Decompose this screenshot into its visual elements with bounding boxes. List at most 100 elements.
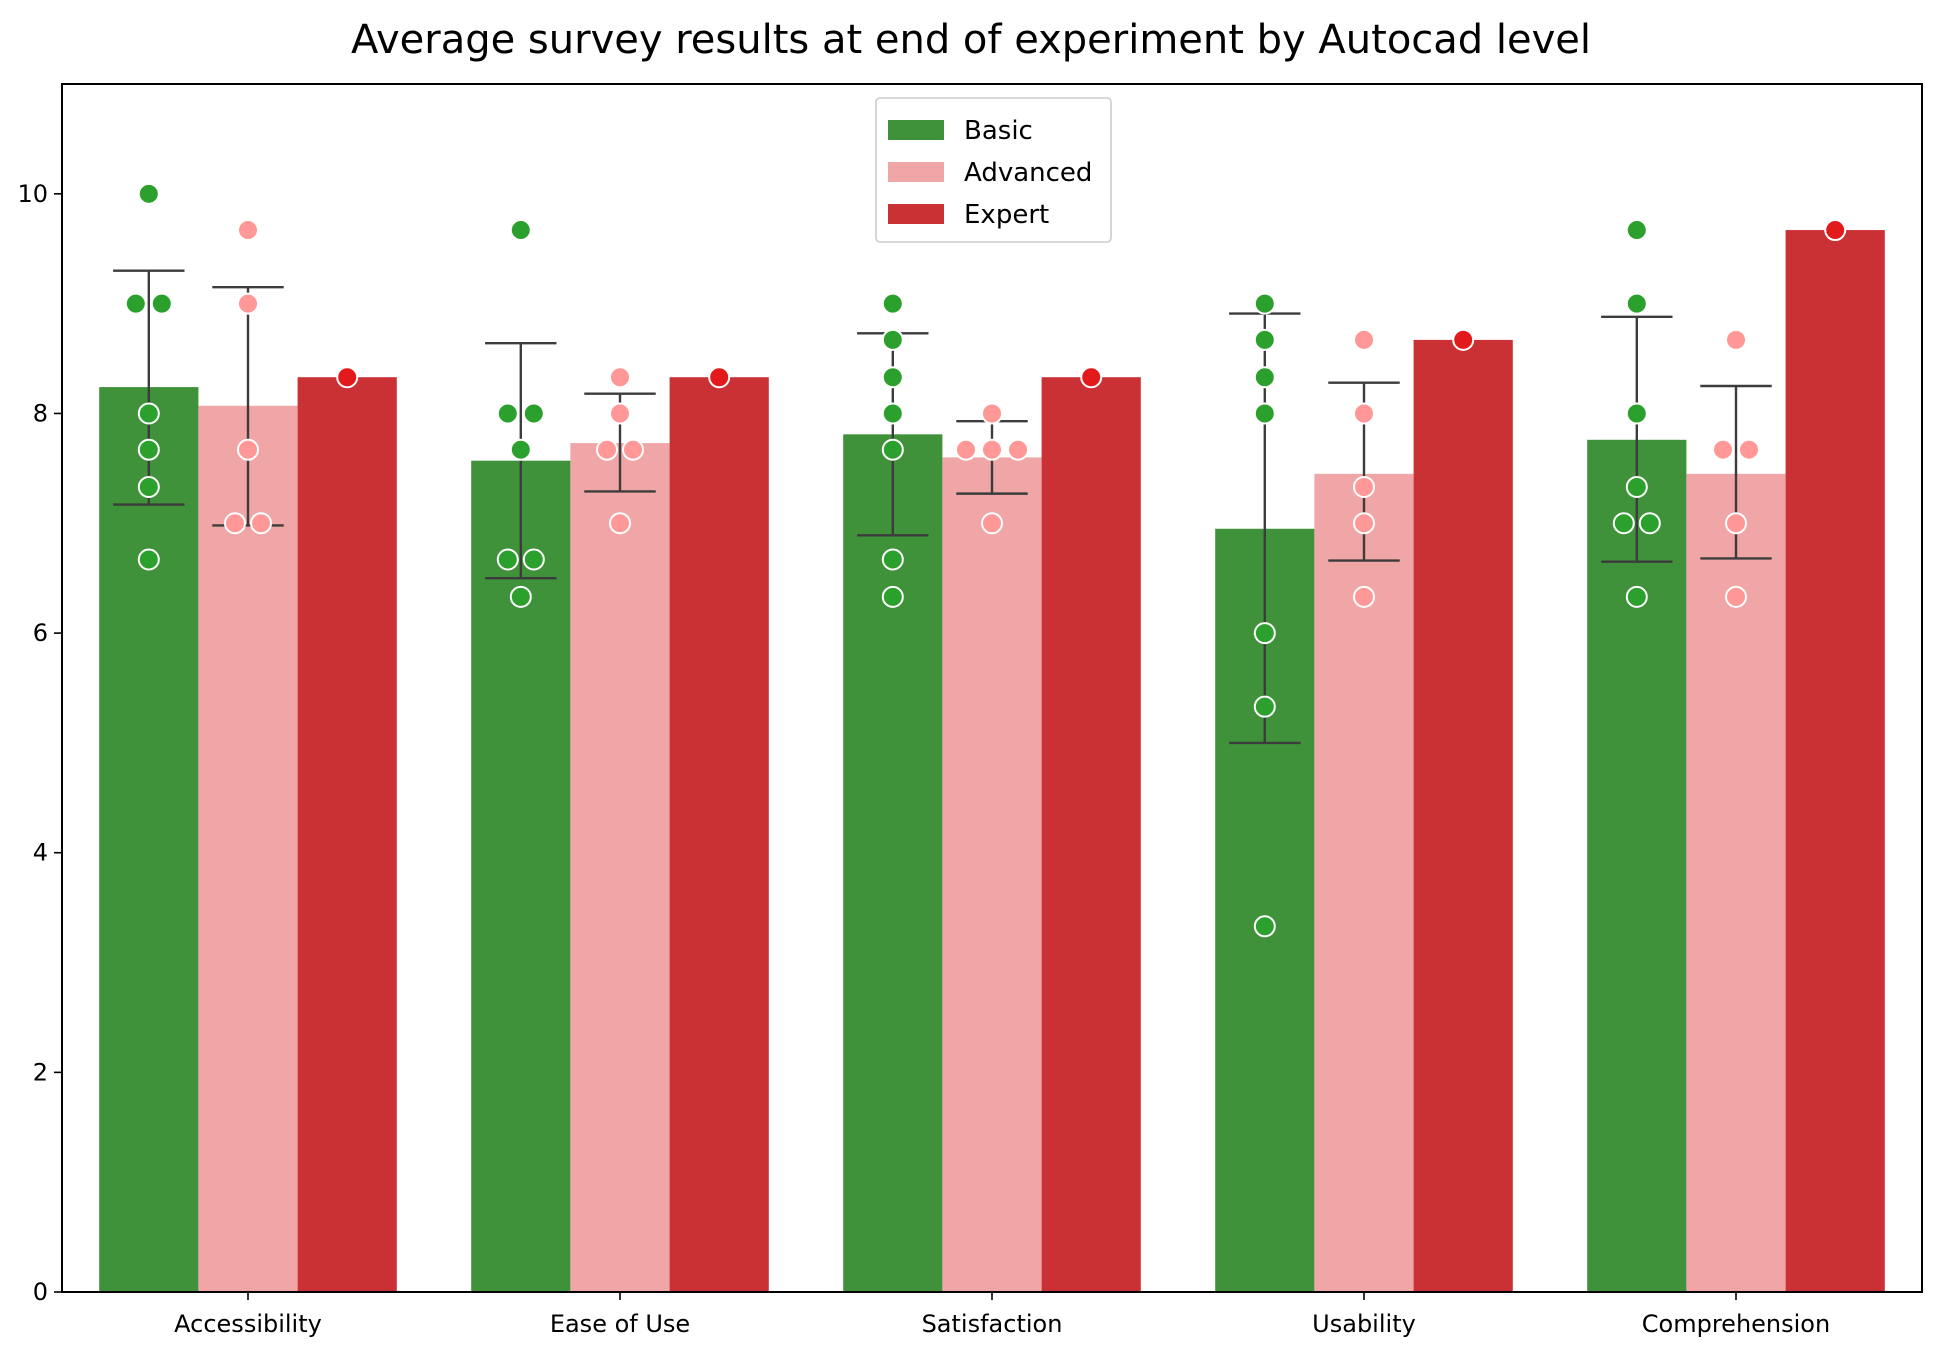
y-tick-label: 0 [33, 1278, 48, 1306]
data-point [881, 292, 904, 315]
bar [843, 434, 943, 1292]
data-point [881, 402, 904, 425]
data-point [496, 402, 519, 425]
data-point [496, 548, 519, 571]
data-point [1353, 476, 1375, 499]
bar [1785, 230, 1885, 1292]
legend-label: Basic [964, 116, 1033, 146]
data-point [881, 438, 904, 461]
data-point [250, 512, 272, 535]
axes-layer: Accessibility Ease of Use Satisfaction Usab… [17, 83, 1923, 1338]
data-point [237, 438, 259, 461]
data-point [1638, 512, 1661, 535]
data-point [137, 438, 160, 461]
data-point [981, 512, 1003, 535]
data-point [150, 292, 173, 315]
data-point [1253, 402, 1276, 425]
legend-label: Expert [964, 200, 1049, 230]
data-point [708, 366, 731, 389]
data-point [1725, 585, 1747, 608]
data-point [237, 292, 259, 315]
data-point [622, 438, 644, 461]
data-point [1824, 219, 1847, 242]
bar [1686, 473, 1786, 1292]
bars-layer [99, 230, 1885, 1293]
data-point [609, 402, 631, 425]
data-point [1625, 476, 1648, 499]
data-point [1625, 585, 1648, 608]
bar [297, 377, 397, 1292]
data-point [137, 476, 160, 499]
x-tick-label: Ease of Use [550, 1310, 690, 1338]
bar [942, 457, 1042, 1292]
data-point [522, 402, 545, 425]
data-point [881, 328, 904, 351]
legend-swatch [888, 204, 944, 224]
data-point [609, 366, 631, 389]
y-tick-label: 8 [33, 399, 48, 427]
bar [1587, 439, 1687, 1292]
data-point [881, 585, 904, 608]
data-point [1080, 366, 1103, 389]
data-point [1253, 622, 1276, 645]
legend-swatch [888, 120, 944, 140]
data-point [881, 548, 904, 571]
data-point [1725, 512, 1747, 535]
chart-title: Average survey results at end of experim… [351, 17, 1591, 63]
x-tick-label: Accessibility [174, 1310, 322, 1338]
data-point [1353, 585, 1375, 608]
data-point [1353, 402, 1375, 425]
data-point [124, 292, 147, 315]
bar [1041, 377, 1141, 1292]
y-tick-label: 4 [33, 839, 48, 867]
data-point [1725, 328, 1747, 351]
data-point [336, 366, 359, 389]
data-point [881, 366, 904, 389]
y-tick-label: 6 [33, 619, 48, 647]
data-point [1253, 915, 1276, 938]
data-point [237, 219, 259, 242]
data-point [1625, 292, 1648, 315]
data-point [509, 438, 532, 461]
y-tick-label: 10 [17, 180, 48, 208]
legend-swatch [888, 162, 944, 182]
data-point [1353, 328, 1375, 351]
data-point [137, 402, 160, 425]
data-point [596, 438, 618, 461]
data-point [1353, 512, 1375, 535]
bar [198, 405, 298, 1292]
data-point [137, 182, 160, 205]
bar [1413, 339, 1513, 1293]
points-layer [124, 182, 1847, 938]
data-point [137, 548, 160, 571]
x-tick-label: Usability [1312, 1310, 1416, 1338]
data-point [1007, 438, 1029, 461]
legend-label: Advanced [964, 158, 1092, 188]
data-point [609, 512, 631, 535]
data-point [981, 402, 1003, 425]
x-tick-label: Comprehension [1642, 1310, 1830, 1338]
data-point [1625, 402, 1648, 425]
y-tick-label: 2 [33, 1058, 48, 1086]
bar [471, 460, 571, 1292]
data-point [1612, 512, 1635, 535]
data-point [1253, 695, 1276, 718]
legend: Basic Advanced Expert [875, 97, 1112, 243]
data-point [1712, 438, 1734, 461]
bar [99, 387, 199, 1293]
data-point [1253, 328, 1276, 351]
data-point [509, 219, 532, 242]
bar [570, 443, 670, 1292]
data-point [1625, 219, 1648, 242]
plot-frame [61, 83, 1923, 1293]
error-bars-layer [113, 269, 1772, 745]
data-point [224, 512, 246, 535]
data-point [1452, 328, 1475, 351]
data-point [955, 438, 977, 461]
data-point [1253, 292, 1276, 315]
bar [669, 377, 769, 1292]
data-point [981, 438, 1003, 461]
bar [1314, 473, 1414, 1292]
data-point [509, 585, 532, 608]
